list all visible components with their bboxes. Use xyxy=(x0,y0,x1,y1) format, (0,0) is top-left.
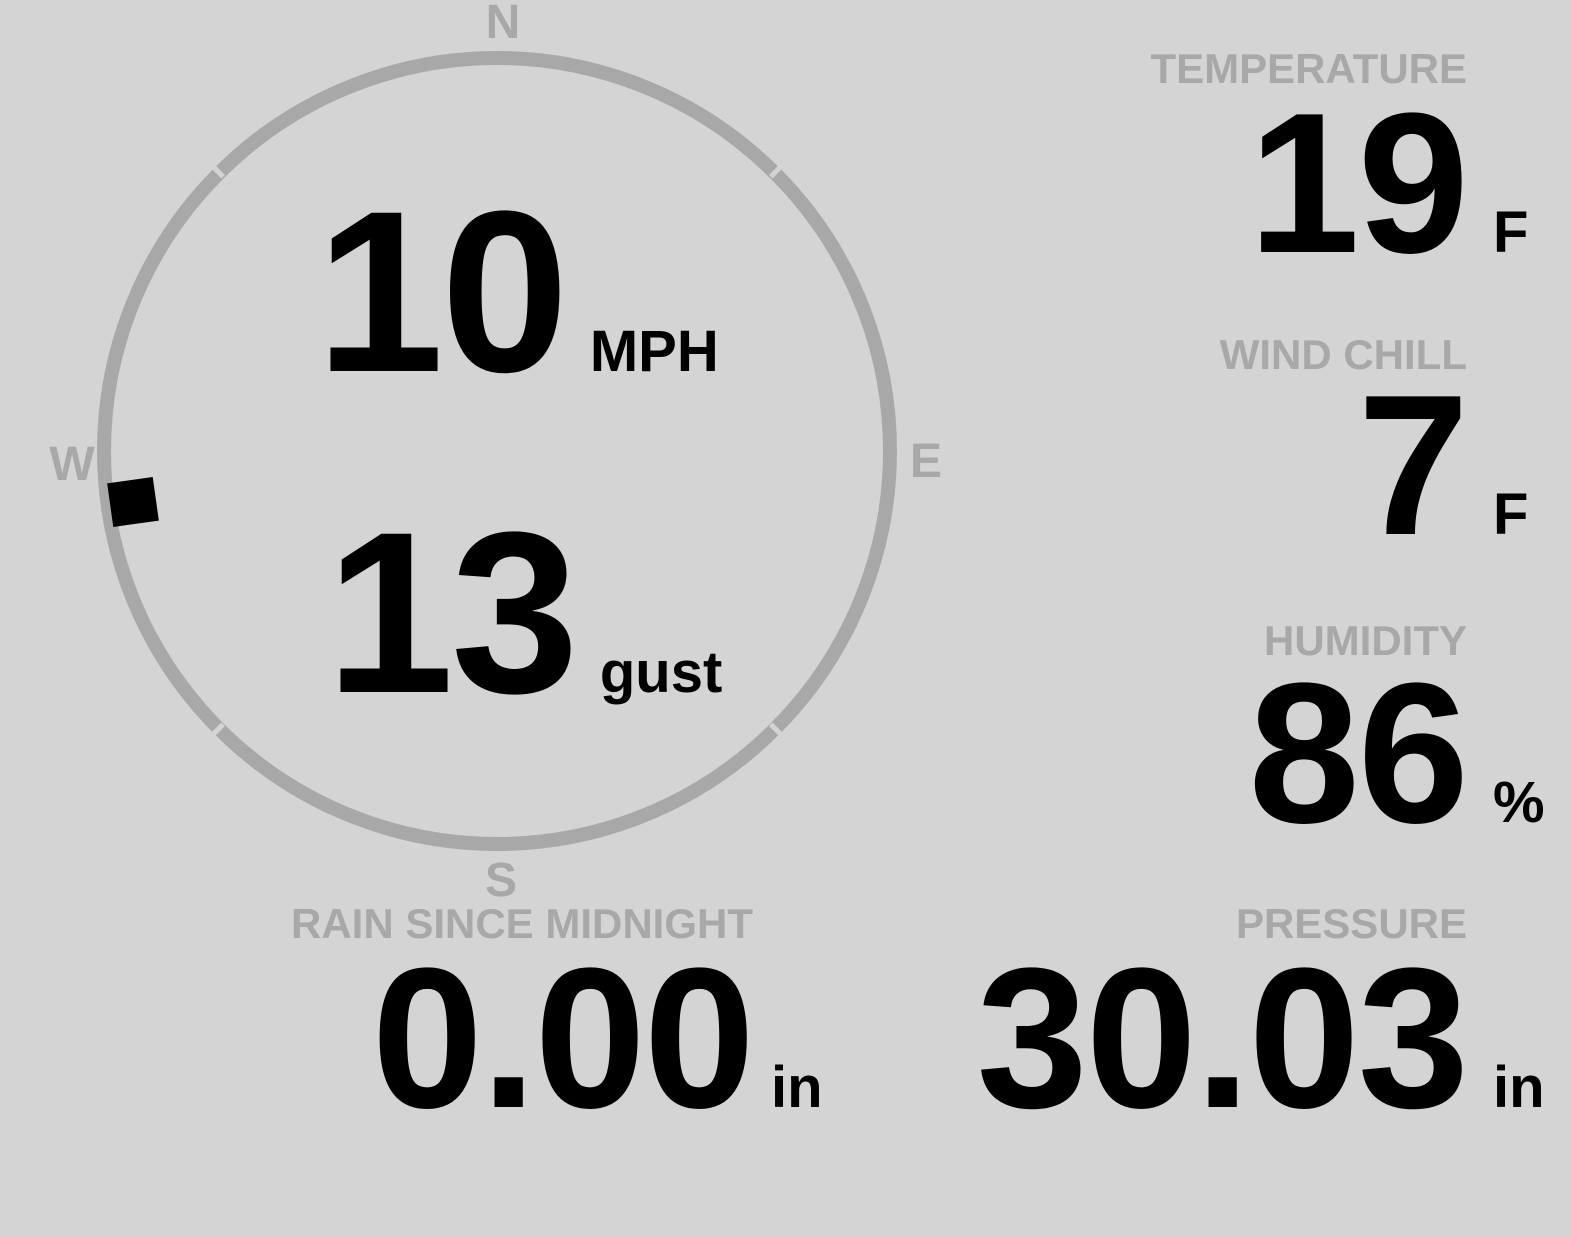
wind-speed-value: 10 xyxy=(316,163,569,420)
pressure-value: 30.03 xyxy=(976,927,1469,1150)
wind-chill-unit: F xyxy=(1493,482,1529,547)
pressure-unit: in xyxy=(1493,1055,1545,1120)
wind-gust-unit: gust xyxy=(599,640,723,705)
temperature-value: 19 xyxy=(1248,72,1469,295)
wind-chill-label: WIND CHILL xyxy=(1219,331,1467,378)
rain-since-midnight-unit: in xyxy=(771,1055,823,1120)
wind-direction-marker xyxy=(106,477,159,528)
compass-label-west: W xyxy=(49,438,95,491)
humidity-readout: 86 % xyxy=(1249,654,1559,854)
compass-label-south: S xyxy=(484,854,518,907)
compass-label-north: N xyxy=(485,0,521,49)
rain-since-midnight-readout: 0.00 in xyxy=(371,927,823,1150)
temperature-label: TEMPERATURE xyxy=(1150,45,1467,92)
humidity-label: HUMIDITY xyxy=(1264,617,1467,664)
rain-since-midnight-label: RAIN SINCE MIDNIGHT xyxy=(291,900,753,947)
humidity-unit: % xyxy=(1493,770,1545,835)
wind-chill-value: 7 xyxy=(1357,354,1469,577)
temperature-unit: F xyxy=(1493,200,1529,265)
pressure-readout: 30.03 in xyxy=(977,939,1560,1139)
temperature-readout: 19 F xyxy=(1249,84,1559,284)
wind-speed-readout: 10 MPH xyxy=(316,177,719,407)
pressure-label: PRESSURE xyxy=(1235,900,1467,947)
wind-gust-value: 13 xyxy=(326,484,579,741)
compass-label-east: E xyxy=(909,435,943,488)
wind-speed-unit: MPH xyxy=(589,319,719,384)
wind-gust-readout: 13 gust xyxy=(326,498,722,728)
wind-chill-readout: 7 F xyxy=(1358,366,1559,566)
humidity-value: 86 xyxy=(1248,642,1469,865)
rain-since-midnight-value: 0.00 xyxy=(371,927,755,1150)
